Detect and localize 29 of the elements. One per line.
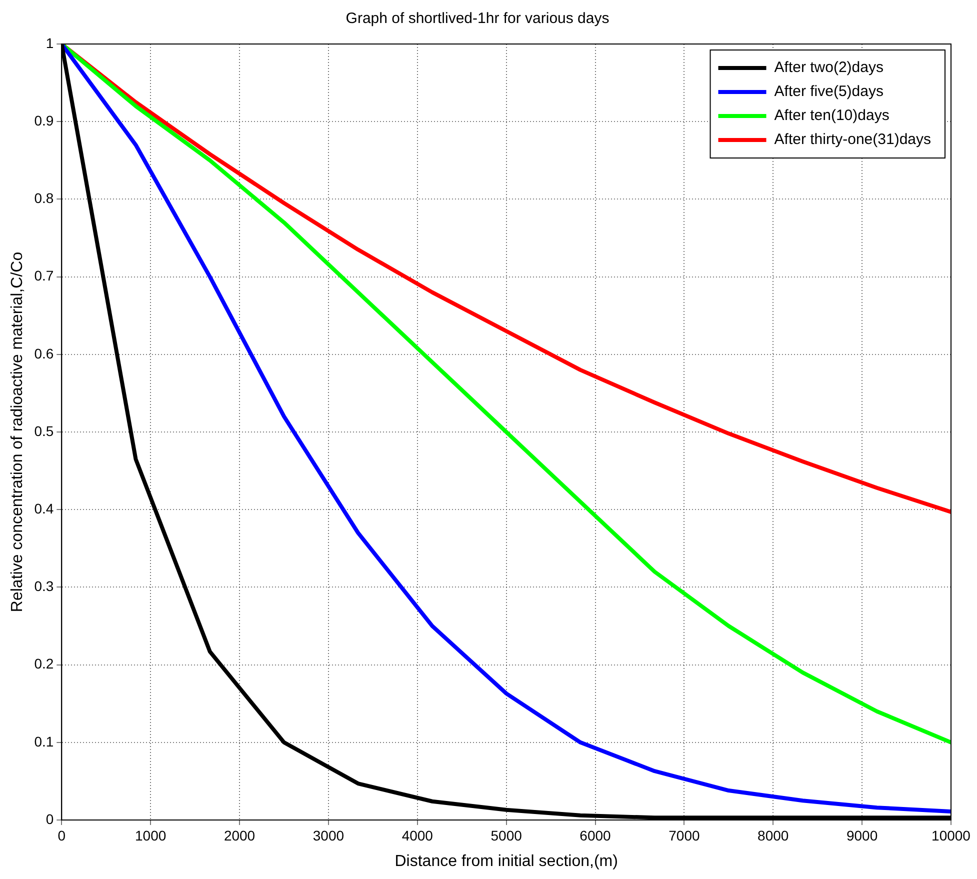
legend-label: After thirty-one(31)days — [774, 131, 932, 148]
y-tick-label: 0.3 — [34, 578, 54, 594]
x-tick-label: 6000 — [580, 827, 612, 844]
x-tick-label: 5000 — [490, 827, 522, 844]
y-tick-label: 0.7 — [34, 268, 54, 284]
x-tick-label: 10000 — [932, 827, 971, 844]
y-tick-label: 0 — [46, 810, 54, 827]
y-axis-title: Relative concentration of radioactive material,C/Co — [9, 252, 26, 612]
x-tick-label: 0 — [58, 827, 66, 844]
x-tick-label: 9000 — [846, 827, 878, 844]
x-tick-label: 2000 — [224, 827, 256, 844]
y-tick-label: 0.6 — [34, 345, 54, 362]
y-tick-label: 0.1 — [34, 733, 54, 750]
y-tick-label: 0.9 — [34, 112, 54, 128]
y-tick-label: 0.8 — [34, 190, 54, 206]
y-tick-label: 1 — [46, 34, 54, 51]
x-tick-label: 3000 — [312, 827, 344, 844]
legend-label: After two(2)days — [774, 59, 884, 76]
x-tick-label: 1000 — [135, 827, 166, 844]
x-tick-label: 8000 — [758, 827, 789, 844]
x-tick-label: 7000 — [668, 827, 700, 844]
y-tick-label: 0.2 — [34, 656, 54, 672]
x-axis-title: Distance from initial section,(m) — [394, 852, 618, 870]
chart-title: Graph of shortlived-1hr for various days — [346, 10, 610, 28]
x-tick-label: 4000 — [402, 827, 434, 844]
y-tick-label: 0.5 — [34, 422, 54, 439]
legend-label: After ten(10)days — [774, 107, 890, 124]
legend-label: After five(5)days — [774, 83, 884, 100]
y-tick-label: 0.4 — [34, 500, 54, 516]
